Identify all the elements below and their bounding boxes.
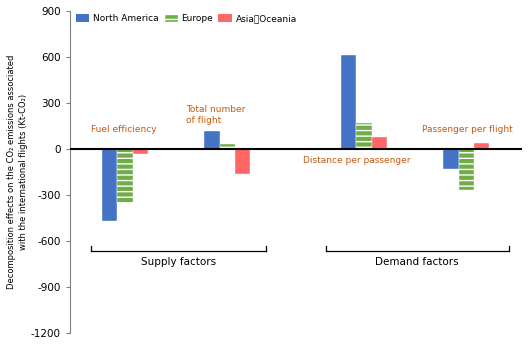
Bar <box>204 130 220 149</box>
Text: Supply factors: Supply factors <box>141 257 216 267</box>
Bar <box>459 149 474 190</box>
Text: Distance per passenger: Distance per passenger <box>303 156 410 165</box>
Text: Total number
of flight: Total number of flight <box>186 105 246 125</box>
Bar <box>133 149 148 154</box>
Bar <box>474 143 489 149</box>
Bar <box>356 123 372 149</box>
Bar <box>443 149 459 169</box>
Bar <box>341 55 356 149</box>
Text: Passenger per flight: Passenger per flight <box>422 125 513 134</box>
Y-axis label: Decomposition effects on the CO₂ emissions associated
with the international fli: Decomposition effects on the CO₂ emissio… <box>7 55 28 289</box>
Bar <box>220 144 235 149</box>
Bar <box>235 149 250 174</box>
Bar <box>372 137 387 149</box>
Text: Demand factors: Demand factors <box>376 257 459 267</box>
Text: Fuel efficiency: Fuel efficiency <box>91 125 157 134</box>
Bar <box>102 149 117 221</box>
Legend: North America, Europe, Asia・Oceania: North America, Europe, Asia・Oceania <box>74 12 298 25</box>
Bar <box>117 149 133 203</box>
